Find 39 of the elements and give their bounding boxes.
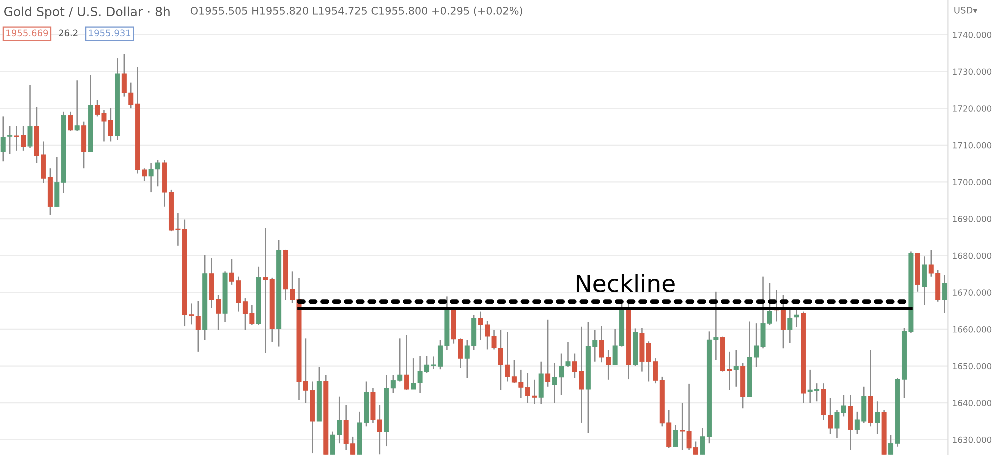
y-tick-label: 1680.000 (953, 252, 992, 260)
y-tick-label: 1650.000 (953, 363, 992, 370)
candlestick (780, 294, 786, 350)
candlestick (411, 358, 416, 390)
candlestick (794, 308, 800, 328)
y-tick-label: 1630.000 (953, 436, 992, 444)
candlestick (28, 84, 33, 149)
candlestick (788, 309, 793, 344)
candlestick (196, 300, 201, 353)
y-tick-label: 1700.000 (953, 179, 992, 186)
y-tick-label: 1670.000 (953, 290, 992, 296)
y-tick-label: 1660.000 (953, 326, 992, 333)
candlestick (538, 361, 544, 405)
candlestick (68, 111, 74, 132)
series-label: Neckline (576, 274, 675, 292)
candlestick (922, 256, 928, 306)
text: O1955.505 H1955.820 L1954.725 C1955.800 +0.295 (+0.02%) (190, 6, 522, 16)
candlestick (8, 126, 13, 155)
candlestick (942, 274, 948, 314)
candlestick (546, 319, 551, 388)
candlestick (74, 80, 80, 132)
y-axis-title: USD▾ (954, 6, 978, 14)
y-tick-label: 1710.000 (953, 142, 992, 149)
candlestick (673, 424, 678, 448)
y-tick-label: 1690.000 (953, 216, 992, 222)
candlestick (848, 394, 854, 451)
annotation: 1955.931 (89, 30, 131, 37)
annotation: 26.2 (59, 30, 78, 37)
y-tick-label: 1740.000 (953, 32, 992, 38)
y-tick-label: 1640.000 (953, 400, 992, 406)
candlestick (0, 116, 6, 162)
y-tick-label: 1730.000 (953, 68, 992, 76)
candlestick (263, 228, 268, 354)
text: Gold Spot / U.S. Dollar · 8h (4, 6, 170, 19)
candlestick (734, 349, 739, 388)
annotation: 1955.669 (6, 30, 48, 37)
candlestick (404, 334, 410, 391)
y-tick-label: 1720.000 (953, 106, 992, 112)
candlestick (875, 400, 880, 435)
